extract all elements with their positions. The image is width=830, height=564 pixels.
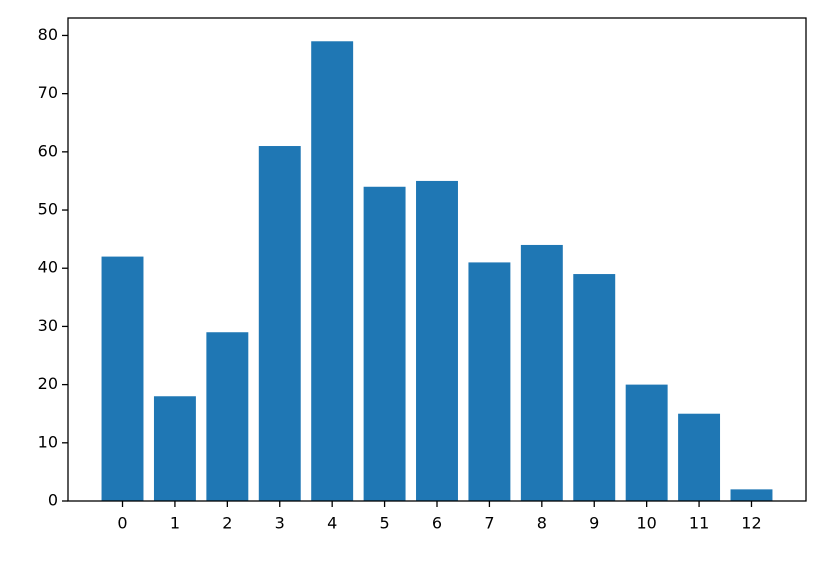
- bar: [206, 332, 249, 501]
- bar: [101, 256, 144, 501]
- bar: [573, 274, 616, 501]
- bar: [311, 41, 354, 502]
- y-tick-label: 0: [48, 491, 58, 510]
- y-tick-label: 80: [38, 25, 58, 44]
- x-tick-label: 1: [170, 514, 180, 533]
- y-tick-label: 50: [38, 200, 58, 219]
- bar: [258, 146, 301, 501]
- plot-frame: [67, 17, 807, 502]
- x-tick-label: 3: [275, 514, 285, 533]
- bar: [678, 413, 721, 501]
- x-tick-label: 0: [117, 514, 127, 533]
- bar: [730, 489, 773, 501]
- x-tick-label: 12: [741, 514, 761, 533]
- x-tick-label: 11: [689, 514, 709, 533]
- bar: [625, 384, 668, 501]
- x-tick-label: 7: [484, 514, 494, 533]
- bar: [468, 262, 511, 501]
- x-tick-label: 9: [589, 514, 599, 533]
- x-tick-label: 2: [222, 514, 232, 533]
- bar: [520, 244, 563, 501]
- x-tick-label: 8: [537, 514, 547, 533]
- x-tick-label: 4: [327, 514, 337, 533]
- bar: [363, 186, 406, 501]
- x-tick-label: 5: [379, 514, 389, 533]
- y-tick-label: 10: [38, 432, 58, 451]
- y-tick-label: 20: [38, 374, 58, 393]
- y-tick-label: 60: [38, 141, 58, 160]
- bar: [153, 396, 196, 501]
- y-tick-label: 30: [38, 316, 58, 335]
- x-tick-label: 10: [636, 514, 656, 533]
- x-tick-label: 6: [432, 514, 442, 533]
- y-tick-label: 70: [38, 83, 58, 102]
- y-tick-label: 40: [38, 258, 58, 277]
- bar: [416, 180, 458, 501]
